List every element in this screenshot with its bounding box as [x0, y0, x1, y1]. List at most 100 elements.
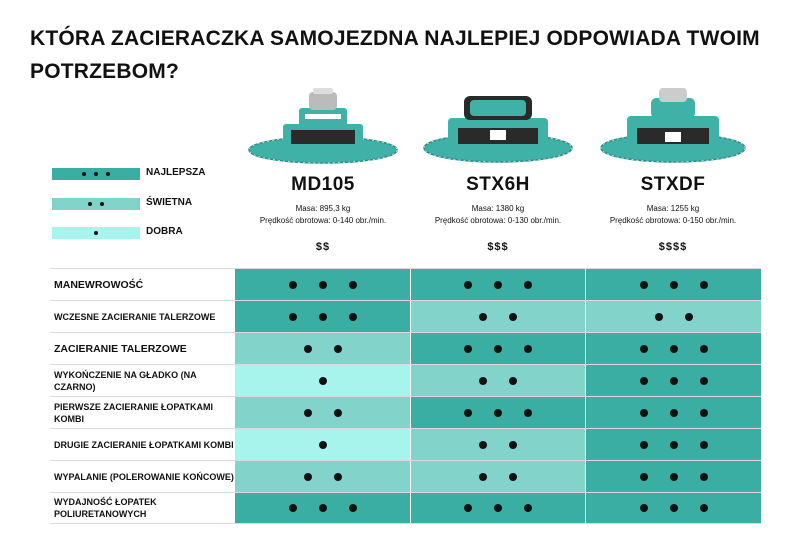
rating-dot — [348, 312, 357, 321]
rating-dot — [669, 344, 678, 353]
rating-dot — [494, 344, 503, 353]
rating-cell — [234, 301, 410, 332]
rating-dot — [318, 280, 327, 289]
rating-dot — [333, 408, 342, 417]
rating-dot — [479, 376, 488, 385]
rating-dot — [464, 344, 473, 353]
rating-dot — [494, 280, 503, 289]
rating-dot — [464, 280, 473, 289]
rating-dot — [494, 408, 503, 417]
rating-dot — [684, 312, 693, 321]
row-label: ZACIERANIE TALERZOWE — [54, 342, 187, 355]
product-price: $$ — [315, 241, 331, 253]
rating-cell — [409, 269, 586, 300]
rating-dot — [318, 312, 327, 321]
rating-dot — [348, 280, 357, 289]
row-label: DRUGIE ZACIERANIE ŁOPATKAMI KOMBI — [54, 439, 234, 450]
legend-item-best: NAJLEPSZA — [52, 167, 222, 180]
rating-dot — [699, 280, 708, 289]
rating-cell — [234, 365, 410, 396]
rating-cell — [234, 429, 410, 460]
rating-dot — [669, 440, 678, 449]
table-row: ZACIERANIE TALERZOWE — [50, 332, 761, 364]
rating-cell — [409, 461, 586, 492]
rating-cell — [234, 461, 410, 492]
rating-dot — [509, 312, 518, 321]
rating-cell — [409, 429, 586, 460]
rating-dot — [639, 376, 648, 385]
product-mass: Masa: 895,3 kg — [295, 204, 351, 213]
product-name: STXDF — [640, 174, 706, 195]
rating-dot — [699, 344, 708, 353]
rating-dot — [524, 408, 533, 417]
rating-cell — [409, 333, 586, 364]
rating-dot — [524, 504, 533, 512]
product-price: $$$$ — [658, 241, 688, 253]
rating-cell — [585, 301, 761, 332]
row-label: WYPALANIE (POLEROWANIE KOŃCOWE) — [54, 471, 234, 482]
rating-dot — [509, 472, 518, 481]
rating-dot — [524, 344, 533, 353]
rating-dot — [524, 280, 533, 289]
rating-dot — [639, 440, 648, 449]
legend-swatch-best — [52, 168, 140, 180]
rating-cell — [585, 429, 761, 460]
rating-dot — [303, 344, 312, 353]
rating-dot — [333, 472, 342, 481]
stxdf-machine-image — [600, 88, 746, 163]
legend-label: NAJLEPSZA — [146, 167, 206, 178]
rating-dot — [669, 472, 678, 481]
rating-dot — [639, 504, 648, 512]
product-speed: Prędkość obrotowa: 0-150 obr./min. — [609, 216, 737, 225]
rating-cell — [585, 397, 761, 428]
rating-dot — [303, 472, 312, 481]
rating-dot — [639, 408, 648, 417]
rating-dot — [288, 312, 297, 321]
product-speed: Prędkość obrotowa: 0-130 obr./min. — [434, 216, 562, 225]
rating-cell — [409, 493, 586, 523]
legend-swatch-good — [52, 227, 140, 239]
table-row: WCZESNE ZACIERANIE TALERZOWE — [50, 300, 761, 332]
legend-swatch-great — [52, 198, 140, 210]
rating-dot — [288, 504, 297, 512]
product-mass: Masa: 1255 kg — [646, 204, 700, 213]
rating-dot — [494, 504, 503, 512]
rating-dot — [479, 440, 488, 449]
rating-cell — [585, 269, 761, 300]
row-label: PIERWSZE ZACIERANIE ŁOPATKAMI KOMBI — [54, 401, 214, 424]
table-row: WYKOŃCZENIE NA GŁADKO (NA CZARNO) — [50, 364, 761, 396]
rating-dot — [669, 376, 678, 385]
rating-dot — [699, 440, 708, 449]
rating-cell — [585, 461, 761, 492]
rating-dot — [479, 472, 488, 481]
table-row: WYPALANIE (POLEROWANIE KOŃCOWE) — [50, 460, 761, 492]
product-price: $$$ — [487, 241, 509, 253]
table-row: MANEWROWOŚĆ — [50, 268, 761, 300]
rating-dot — [318, 440, 327, 449]
legend-item-good: DOBRA — [52, 226, 222, 239]
rating-dot — [699, 504, 708, 512]
rating-dot — [669, 408, 678, 417]
rating-dot — [654, 312, 663, 321]
rating-dot — [699, 408, 708, 417]
rating-dot — [318, 504, 327, 512]
rating-dot — [509, 376, 518, 385]
row-label: WYKOŃCZENIE NA GŁADKO (NA CZARNO) — [54, 369, 197, 392]
rating-cell — [234, 397, 410, 428]
legend-label: DOBRA — [146, 226, 183, 237]
rating-cell — [409, 397, 586, 428]
row-label: MANEWROWOŚĆ — [54, 278, 144, 291]
legend-item-great: ŚWIETNA — [52, 197, 222, 210]
stx6h-machine-image — [423, 96, 573, 163]
rating-cell — [585, 333, 761, 364]
rating-dot — [699, 376, 708, 385]
table-row: DRUGIE ZACIERANIE ŁOPATKAMI KOMBI — [50, 428, 761, 460]
rating-dot — [464, 408, 473, 417]
rating-dot — [348, 504, 357, 512]
rating-dot — [479, 312, 488, 321]
md105-machine-image — [248, 88, 398, 164]
rating-dot — [303, 408, 312, 417]
table-row: WYDAJNOŚĆ ŁOPATEK POLIURETANOWYCH — [50, 492, 761, 524]
rating-dot — [639, 280, 648, 289]
rating-cell — [234, 493, 410, 523]
